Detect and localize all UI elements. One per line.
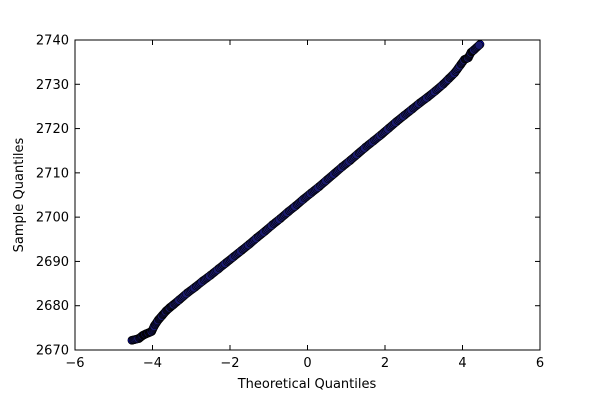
x-tick-label: −6: [65, 356, 84, 371]
x-axis: −6 −4 −2 0 2 4 6: [65, 40, 544, 371]
x-tick-label: 0: [303, 356, 311, 371]
y-tick-label: 2740: [36, 34, 69, 49]
x-tick-label: 4: [458, 356, 466, 371]
data-points: [127, 40, 485, 345]
x-tick-label: 2: [381, 356, 389, 371]
x-axis-title: Theoretical Quantiles: [237, 377, 377, 392]
x-tick-label: −4: [143, 356, 162, 371]
y-tick-label: 2720: [36, 122, 69, 137]
x-tick-label: −2: [220, 356, 239, 371]
y-tick-label: 2710: [36, 166, 69, 181]
y-axis: 2670 2680 2690 2700 2710 2720 2730 2740: [36, 34, 540, 359]
y-tick-label: 2700: [36, 211, 69, 226]
x-tick-label: 6: [536, 356, 544, 371]
y-tick-label: 2690: [36, 255, 69, 270]
y-tick-label: 2670: [36, 344, 69, 359]
y-axis-title: Sample Quantiles: [12, 137, 27, 252]
y-tick-label: 2680: [36, 299, 69, 314]
y-tick-label: 2730: [36, 78, 69, 93]
data-point: [474, 41, 484, 50]
